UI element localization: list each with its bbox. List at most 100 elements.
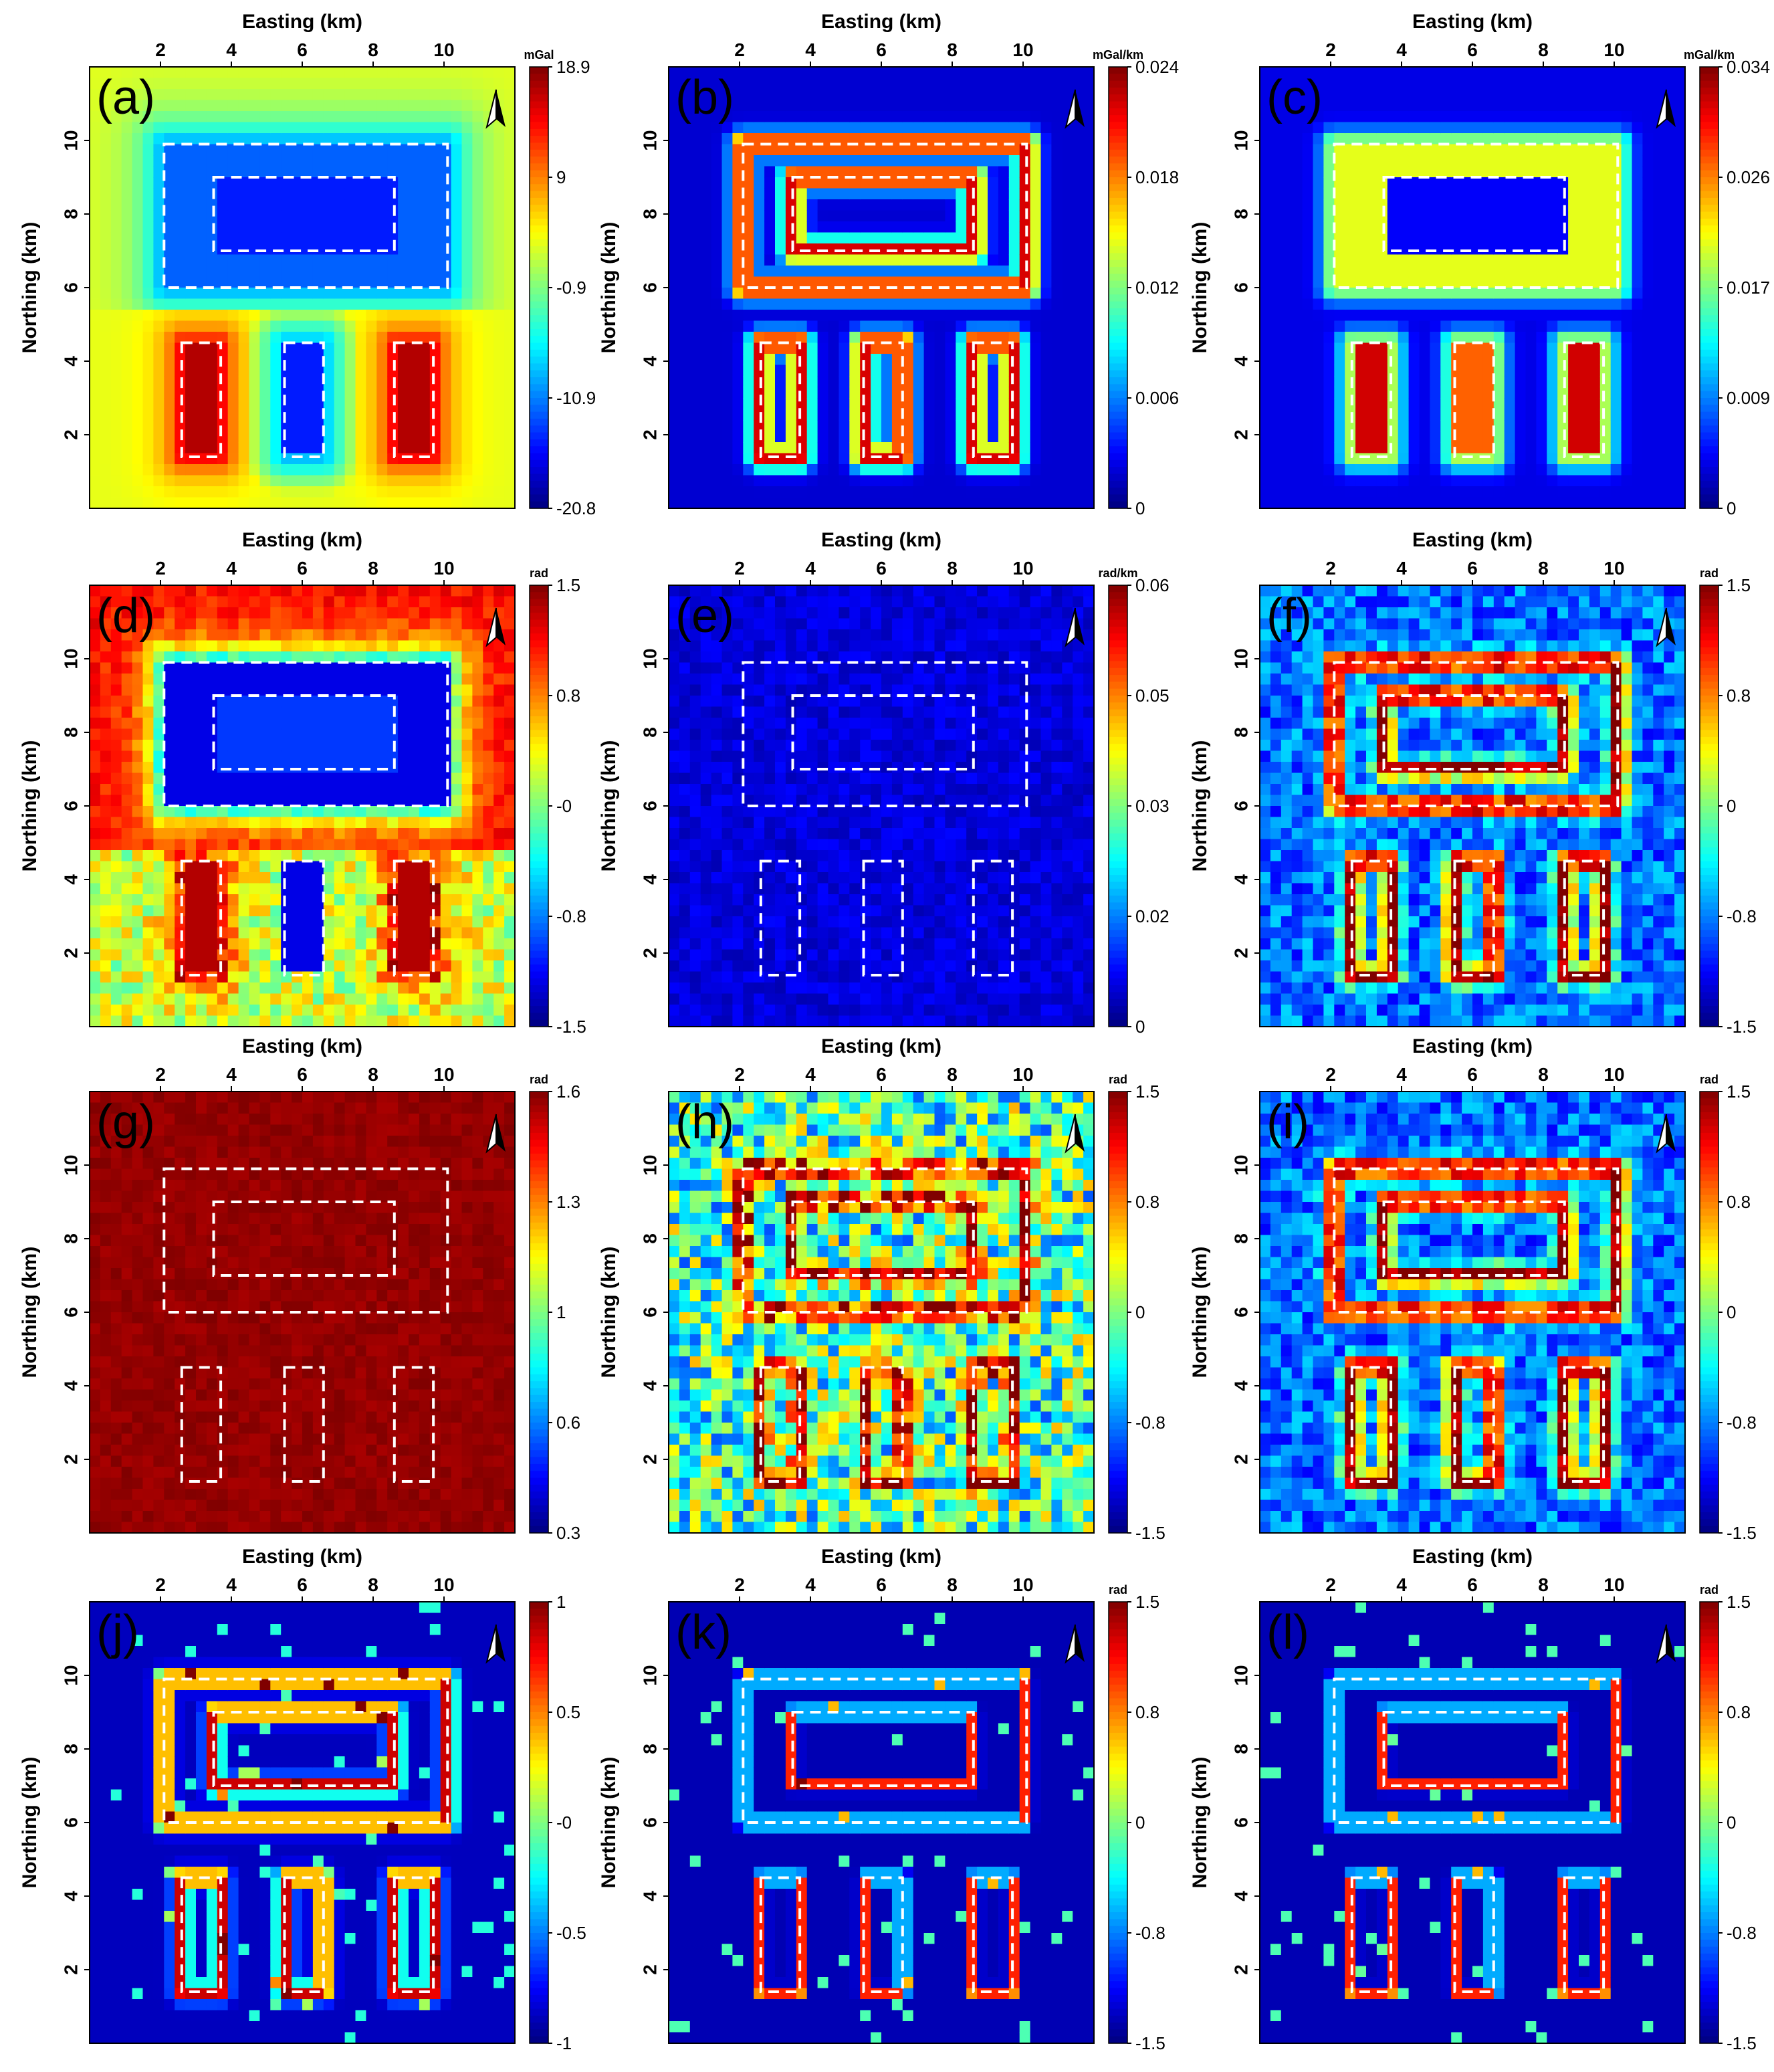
heatmap-cell: [1387, 232, 1399, 244]
heatmap-cell: [1642, 232, 1654, 244]
heatmap-cell: [1621, 276, 1633, 288]
heatmap-cell: [1291, 320, 1303, 332]
heatmap-cell: [977, 453, 988, 465]
heatmap-cell: [1398, 111, 1410, 123]
heatmap-cell: [461, 398, 473, 410]
heatmap-cell: [238, 409, 250, 421]
heatmap-cell: [1536, 155, 1547, 167]
heatmap-cell: [419, 111, 431, 123]
heatmap-cell: [1260, 243, 1271, 255]
heatmap-cell: [419, 89, 431, 101]
heatmap-cell: [249, 431, 260, 443]
heatmap-cell: [1302, 320, 1314, 332]
heatmap-cell: [1073, 376, 1084, 388]
heatmap-cell: [312, 89, 324, 101]
heatmap-cell: [785, 144, 797, 156]
heatmap-cell: [1355, 310, 1367, 322]
heatmap-cell: [871, 354, 882, 366]
heatmap-cell: [1366, 398, 1377, 410]
colorbar-swatch: [1109, 115, 1127, 123]
heatmap-cell: [785, 298, 797, 310]
heatmap-cell: [1302, 464, 1314, 476]
heatmap-cell: [1632, 100, 1643, 112]
heatmap-cell: [1462, 221, 1473, 233]
heatmap-cell: [1653, 210, 1664, 222]
heatmap-cell: [913, 442, 925, 454]
heatmap-cell: [440, 376, 452, 388]
heatmap-cell: [429, 288, 441, 300]
heatmap-cell: [860, 67, 871, 79]
colorbar-swatch: [530, 163, 548, 171]
heatmap-cell: [1621, 475, 1633, 487]
y-tick-label: 8: [639, 209, 660, 219]
heatmap-cell: [1270, 122, 1282, 134]
heatmap-cell: [956, 133, 967, 145]
heatmap-cell: [711, 453, 723, 465]
heatmap-cell: [1482, 276, 1494, 288]
heatmap-cell: [1313, 276, 1324, 288]
heatmap-cell: [1462, 376, 1473, 388]
heatmap-cell: [1472, 199, 1484, 211]
heatmap-cell: [323, 420, 335, 432]
heatmap-cell: [1376, 89, 1388, 101]
heatmap-cell: [461, 464, 473, 476]
heatmap-cell: [121, 342, 133, 354]
heatmap-cell: [732, 453, 744, 465]
heatmap-cell: [1345, 431, 1356, 443]
heatmap-cell: [1313, 100, 1324, 112]
heatmap-cell: [302, 320, 314, 332]
heatmap-cell: [90, 442, 101, 454]
heatmap-cell: [1653, 464, 1664, 476]
heatmap-cell: [1008, 133, 1020, 145]
heatmap-cell: [249, 199, 260, 211]
heatmap-cell: [270, 486, 282, 498]
colorbar-swatch: [1109, 205, 1127, 213]
heatmap-cell: [164, 155, 175, 167]
heatmap-cell: [292, 288, 303, 300]
heatmap-cell: [871, 464, 882, 476]
heatmap-cell: [956, 486, 967, 498]
heatmap-cell: [1334, 387, 1345, 399]
heatmap-cell: [1632, 166, 1643, 178]
heatmap-cell: [891, 420, 903, 432]
heatmap-cell: [1355, 199, 1367, 211]
heatmap-cell: [270, 266, 282, 278]
heatmap-cell: [1083, 365, 1095, 377]
heatmap-cell: [312, 276, 324, 288]
heatmap-cell: [1019, 387, 1031, 399]
heatmap-cell: [366, 232, 377, 244]
heatmap-cell: [483, 254, 494, 266]
heatmap-cell: [238, 155, 250, 167]
heatmap-cell: [398, 78, 409, 90]
heatmap-cell: [1515, 188, 1527, 200]
heatmap-cell: [679, 387, 691, 399]
heatmap-cell: [1610, 122, 1622, 134]
heatmap-cell: [796, 453, 808, 465]
heatmap-cell: [1493, 320, 1505, 332]
heatmap-cell: [711, 78, 723, 90]
heatmap-cell: [1568, 310, 1579, 322]
heatmap-cell: [1008, 464, 1020, 476]
heatmap-cell: [302, 166, 314, 178]
heatmap-cell: [451, 155, 463, 167]
heatmap-cell: [483, 276, 494, 288]
heatmap-cell: [1051, 320, 1063, 332]
heatmap-cell: [1579, 100, 1590, 112]
heatmap-cell: [1323, 100, 1335, 112]
heatmap-cell: [1674, 67, 1686, 79]
heatmap-cell: [1547, 144, 1558, 156]
colorbar-tick-label: 0.006: [1135, 388, 1179, 408]
heatmap-cell: [1387, 177, 1399, 189]
colorbar-swatch: [530, 301, 548, 309]
heatmap-cell: [355, 486, 366, 498]
heatmap-cell: [387, 177, 399, 189]
heatmap-cell: [1599, 486, 1612, 498]
heatmap-cell: [934, 276, 946, 288]
heatmap-cell: [1345, 376, 1356, 388]
heatmap-cell: [956, 111, 967, 123]
heatmap-cell: [398, 221, 409, 233]
heatmap-cell: [1366, 266, 1377, 278]
heatmap-cell: [1083, 376, 1095, 388]
heatmap-cell: [302, 89, 314, 101]
colorbar-swatch: [530, 94, 548, 102]
